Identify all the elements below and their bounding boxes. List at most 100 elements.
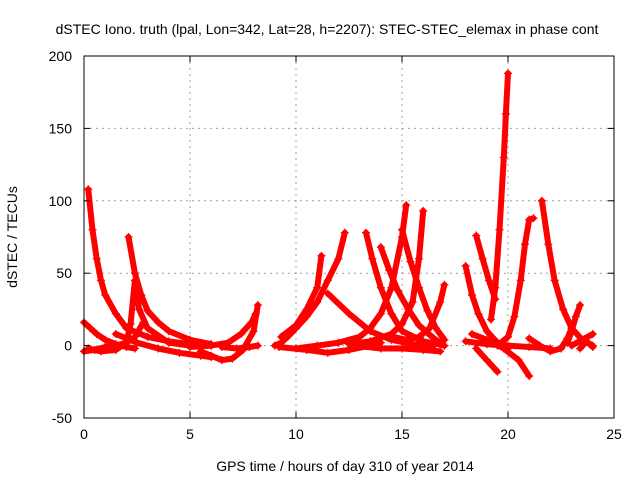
x-tick-label: 25 bbox=[606, 426, 622, 442]
data-point-marker bbox=[525, 343, 534, 352]
data-point-marker bbox=[275, 343, 284, 352]
data-point-marker bbox=[425, 324, 434, 333]
data-point-marker bbox=[361, 228, 370, 237]
data-point-marker bbox=[499, 153, 508, 162]
data-point-marker bbox=[487, 315, 496, 324]
data-point-marker bbox=[247, 318, 256, 327]
data-point-marker bbox=[292, 321, 300, 330]
data-point-marker bbox=[96, 276, 105, 285]
data-point-marker bbox=[537, 196, 546, 205]
series-trace bbox=[494, 215, 537, 349]
data-point-marker bbox=[436, 347, 445, 356]
data-marks bbox=[80, 69, 597, 381]
data-point-marker bbox=[404, 305, 413, 314]
series-trace bbox=[488, 70, 511, 323]
data-point-marker bbox=[504, 332, 512, 341]
series-trace bbox=[85, 186, 215, 349]
data-point-marker bbox=[186, 335, 194, 344]
data-point-marker bbox=[389, 332, 398, 341]
data-point-marker bbox=[334, 254, 343, 263]
series-arc-t bbox=[351, 341, 445, 356]
data-point-marker bbox=[414, 332, 423, 341]
data-point-marker bbox=[323, 348, 332, 357]
series-trace bbox=[218, 342, 261, 352]
data-point-marker bbox=[154, 344, 163, 353]
data-point-marker bbox=[366, 337, 375, 346]
data-point-marker bbox=[175, 348, 184, 357]
data-point-marker bbox=[436, 298, 445, 307]
data-point-marker bbox=[143, 324, 152, 333]
axes bbox=[83, 55, 615, 419]
data-point-marker bbox=[423, 306, 432, 315]
series-arc-aa bbox=[493, 214, 538, 350]
data-point-marker bbox=[484, 276, 493, 285]
series-arc-i bbox=[217, 341, 262, 353]
data-point-marker bbox=[520, 240, 529, 249]
series-trace bbox=[399, 226, 448, 343]
data-point-marker bbox=[323, 276, 332, 285]
series-arc-z bbox=[467, 330, 534, 381]
data-point-marker bbox=[571, 312, 580, 321]
data-point-marker bbox=[482, 335, 491, 344]
data-point-marker bbox=[101, 290, 110, 299]
data-point-marker bbox=[245, 343, 254, 352]
data-point-marker bbox=[495, 225, 504, 234]
data-point-marker bbox=[499, 344, 508, 353]
data-point-marker bbox=[525, 372, 534, 381]
series-trace bbox=[564, 302, 584, 346]
data-point-marker bbox=[253, 301, 262, 310]
data-point-marker bbox=[217, 356, 226, 365]
data-point-marker bbox=[217, 343, 226, 352]
series-arc-p bbox=[345, 206, 428, 349]
data-point-marker bbox=[419, 206, 428, 215]
data-point-marker bbox=[398, 344, 406, 353]
data-point-marker bbox=[355, 332, 364, 341]
data-point-marker bbox=[516, 276, 525, 285]
data-point-marker bbox=[164, 338, 173, 347]
data-point-marker bbox=[387, 309, 396, 318]
data-point-marker bbox=[482, 327, 491, 336]
data-point-marker bbox=[111, 309, 120, 318]
data-point-marker bbox=[440, 335, 449, 344]
data-point-marker bbox=[414, 254, 423, 263]
data-point-marker bbox=[510, 312, 519, 321]
data-point-marker bbox=[525, 334, 534, 343]
data-point-marker bbox=[88, 225, 97, 234]
series-arc-y bbox=[472, 344, 502, 376]
series-arc-j bbox=[270, 228, 349, 350]
data-point-marker bbox=[588, 330, 597, 339]
data-point-marker bbox=[277, 332, 286, 341]
data-point-marker bbox=[550, 276, 559, 285]
data-point-marker bbox=[504, 69, 512, 78]
data-point-marker bbox=[402, 201, 411, 210]
y-tick-label: -50 bbox=[52, 410, 72, 426]
x-tick-label: 5 bbox=[186, 426, 194, 442]
series-trace bbox=[271, 229, 348, 349]
data-point-marker bbox=[402, 335, 411, 344]
data-point-marker bbox=[461, 337, 470, 346]
data-point-marker bbox=[207, 341, 216, 350]
data-point-marker bbox=[251, 309, 260, 318]
data-point-marker bbox=[366, 327, 375, 336]
data-point-marker bbox=[478, 254, 487, 263]
series-arc-ae bbox=[567, 330, 597, 350]
data-point-marker bbox=[228, 354, 237, 363]
series-arc-f bbox=[111, 330, 216, 362]
data-point-marker bbox=[323, 289, 332, 298]
data-point-marker bbox=[398, 319, 406, 328]
data-point-marker bbox=[376, 309, 385, 318]
data-point-marker bbox=[135, 305, 144, 314]
grid bbox=[84, 56, 614, 418]
y-tick-label: 0 bbox=[64, 338, 72, 354]
x-axis-label: GPS time / hours of day 310 of year 2014 bbox=[216, 458, 474, 474]
data-point-marker bbox=[84, 185, 93, 194]
x-tick-label: 15 bbox=[394, 426, 410, 442]
y-tick-label: 200 bbox=[49, 48, 73, 64]
data-point-marker bbox=[576, 301, 585, 310]
data-point-marker bbox=[576, 344, 585, 353]
y-tick-label: 150 bbox=[49, 120, 73, 136]
data-point-marker bbox=[408, 298, 417, 307]
data-point-marker bbox=[130, 344, 139, 353]
x-tick-label: 0 bbox=[80, 426, 88, 442]
data-point-marker bbox=[482, 356, 491, 365]
